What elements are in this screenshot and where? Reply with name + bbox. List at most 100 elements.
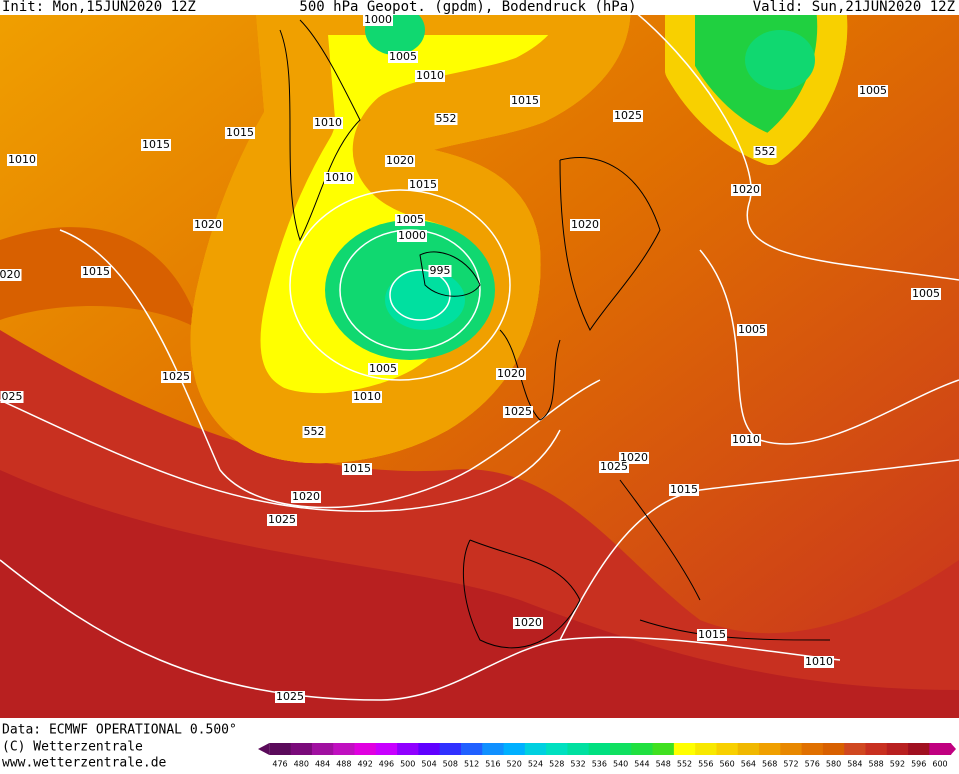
isobar-label-box bbox=[352, 391, 382, 403]
isobar-label: 1025 bbox=[276, 690, 304, 703]
colorbar-cell bbox=[269, 743, 292, 755]
isobar-label: 1025 bbox=[162, 370, 190, 383]
isobar-label-box bbox=[385, 155, 415, 167]
isobar-label: 1020 bbox=[732, 183, 760, 196]
isobar-label: 552 bbox=[304, 425, 325, 438]
isobar-label: 1010 bbox=[805, 655, 833, 668]
isobar-label-box bbox=[503, 406, 533, 418]
colorbar-cell bbox=[546, 743, 568, 755]
header-bar bbox=[0, 0, 959, 15]
colorbar-cell bbox=[482, 743, 505, 755]
isobar-label: 1015 bbox=[142, 138, 170, 151]
colorbar-label: 596 bbox=[911, 760, 926, 769]
colorbar-cell bbox=[610, 743, 632, 755]
colorbar-cell bbox=[588, 743, 611, 755]
colorbar-label: 540 bbox=[613, 760, 628, 769]
copyright: (C) Wetterzentrale bbox=[2, 740, 143, 755]
colorbar-label: 544 bbox=[634, 760, 649, 769]
colorbar-cell bbox=[354, 743, 377, 755]
colorbar-label: 560 bbox=[719, 760, 734, 769]
colorbar-label: 532 bbox=[570, 760, 585, 769]
isobar-label-box bbox=[81, 266, 111, 278]
map-title: 500 hPa Geopot. (gpdm), Bodendruck (hPa) bbox=[299, 0, 636, 15]
colorbar-label: 520 bbox=[507, 760, 522, 769]
isobar-label-box bbox=[911, 288, 941, 300]
isobar-label: 1025 bbox=[504, 405, 532, 418]
isobar-label: 1005 bbox=[859, 84, 887, 97]
isobar-label: 1010 bbox=[353, 390, 381, 403]
colorbar-cell bbox=[567, 743, 590, 755]
colorbar-cell bbox=[737, 743, 760, 755]
isobar-label-box bbox=[388, 51, 418, 63]
isobar-label-box bbox=[804, 656, 834, 668]
isobar-label-box bbox=[737, 324, 767, 336]
isobar-label-box bbox=[858, 85, 888, 97]
isobar-label: 1015 bbox=[698, 628, 726, 641]
isobar-label-box bbox=[697, 629, 727, 641]
colorbar-label: 552 bbox=[677, 760, 692, 769]
isobar-label-box bbox=[753, 146, 777, 158]
isobar-label: 1005 bbox=[738, 323, 766, 336]
init-time: Init: Mon,15JUN2020 12Z bbox=[2, 0, 196, 15]
isobar-label: 025 bbox=[2, 390, 23, 403]
colorbar-cell bbox=[311, 743, 334, 755]
isobar-label: 1020 bbox=[386, 154, 414, 167]
isobar-label: 1020 bbox=[514, 616, 542, 629]
isobar-label: 995 bbox=[430, 264, 451, 277]
isobar-label-box bbox=[193, 219, 223, 231]
isobar-label-box bbox=[225, 127, 255, 139]
isobars bbox=[0, 0, 959, 700]
isobar-label-box bbox=[395, 214, 425, 226]
colorbar-label: 556 bbox=[698, 760, 713, 769]
colorbar-label: 480 bbox=[294, 760, 309, 769]
isobar-label: 1025 bbox=[268, 513, 296, 526]
colorbar-cell bbox=[716, 743, 739, 755]
isobar-label-box bbox=[291, 491, 321, 503]
colorbar-label: 508 bbox=[443, 760, 458, 769]
isobar-label-box bbox=[510, 95, 540, 107]
colorbar-cell bbox=[460, 743, 483, 755]
colorbar-label: 504 bbox=[421, 760, 436, 769]
colorbar-cell bbox=[503, 743, 526, 755]
isobar-label: 1005 bbox=[396, 213, 424, 226]
colorbar-label: 524 bbox=[528, 760, 543, 769]
isobar-label-box bbox=[669, 484, 699, 496]
isobar-label: 1005 bbox=[389, 50, 417, 63]
colorbar-label: 516 bbox=[485, 760, 500, 769]
isobar-label-box bbox=[302, 426, 326, 438]
isobar-label-box bbox=[267, 514, 297, 526]
colorbar-cell bbox=[333, 743, 356, 755]
isobar-label-box bbox=[275, 691, 305, 703]
colorbar-cell bbox=[695, 743, 717, 755]
colorbar-label: 564 bbox=[741, 760, 756, 769]
colorbar-label: 576 bbox=[805, 760, 820, 769]
isobar-label-box bbox=[434, 113, 458, 125]
colorbar-label: 512 bbox=[464, 760, 479, 769]
isobar-label: 1010 bbox=[732, 433, 760, 446]
isobar-label: 1025 bbox=[614, 109, 642, 122]
colorbar-label: 476 bbox=[272, 760, 287, 769]
colorbar: 476 480 484 488 492 496 500 504 508 512 516 520 524 5… bbox=[258, 743, 956, 769]
isobar-label: 1020 bbox=[194, 218, 222, 231]
warm-core bbox=[0, 470, 959, 718]
colorbar-label: 592 bbox=[890, 760, 905, 769]
isobar-label-box bbox=[513, 617, 543, 629]
isobar-labels: 1000100510101010101510151010552101510251… bbox=[0, 13, 941, 703]
colorbar-cell bbox=[673, 743, 696, 755]
colorbar-cell bbox=[418, 743, 441, 755]
isobar-label: 1020 bbox=[571, 218, 599, 231]
colorbar-label: 548 bbox=[656, 760, 671, 769]
band bbox=[0, 227, 200, 330]
isobar-label: 1015 bbox=[226, 126, 254, 139]
colorbar-label: 588 bbox=[868, 760, 883, 769]
isobar-label: 1015 bbox=[82, 265, 110, 278]
colorbar-label: 528 bbox=[549, 760, 564, 769]
isobar-label: 1015 bbox=[409, 178, 437, 191]
isobar-label-box bbox=[496, 368, 526, 380]
isobar-label-box bbox=[415, 70, 445, 82]
isobar-label-box bbox=[141, 139, 171, 151]
colorbar-cell bbox=[886, 743, 909, 755]
isobar-label-box bbox=[368, 363, 398, 375]
colorbar-label: 492 bbox=[358, 760, 373, 769]
